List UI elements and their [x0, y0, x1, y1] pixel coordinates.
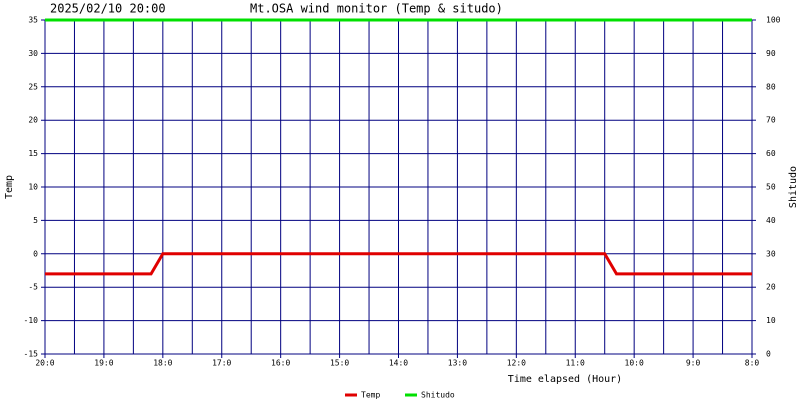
x-tick-label: 19:0 [94, 359, 113, 368]
legend-label: Temp [361, 391, 380, 400]
timestamp: 2025/02/10 20:00 [50, 2, 166, 16]
y-axis-label: Temp [4, 175, 15, 199]
y2-tick-label: 80 [766, 82, 776, 91]
y-tick-label: 5 [33, 216, 38, 225]
y2-tick-label: 20 [766, 283, 776, 292]
y-tick-label: -5 [28, 283, 38, 292]
y2-tick-label: 90 [766, 49, 776, 58]
y2-tick-label: 50 [766, 183, 776, 192]
y-tick-label: -10 [24, 316, 39, 325]
y2-tick-label: 10 [766, 316, 776, 325]
x-tick-label: 13:0 [448, 359, 467, 368]
y2-tick-label: 70 [766, 116, 776, 125]
legend-label: Shitudo [421, 391, 455, 400]
y-tick-label: 15 [28, 149, 38, 158]
x-tick-label: 14:0 [389, 359, 408, 368]
y2-tick-label: 40 [766, 216, 776, 225]
x-axis-label: Time elapsed (Hour) [508, 374, 622, 385]
y-tick-label: -15 [24, 350, 39, 359]
y2-tick-label: 60 [766, 149, 776, 158]
x-tick-label: 17:0 [212, 359, 231, 368]
y-tick-label: 25 [28, 82, 38, 91]
y2-tick-label: 30 [766, 249, 776, 258]
x-tick-label: 15:0 [330, 359, 349, 368]
y-tick-label: 35 [28, 16, 38, 25]
y2-axis-label: Shitudo [788, 166, 799, 208]
y2-tick-label: 100 [766, 16, 781, 25]
y-tick-label: 0 [33, 249, 38, 258]
x-tick-label: 11:0 [566, 359, 585, 368]
x-tick-label: 9:0 [686, 359, 701, 368]
chart-title: Mt.OSA wind monitor (Temp & situdo) [250, 2, 503, 16]
y-tick-label: 10 [28, 183, 38, 192]
y2-tick-label: 0 [766, 350, 771, 359]
y-tick-label: 30 [28, 49, 38, 58]
x-tick-label: 20:0 [35, 359, 54, 368]
y-tick-label: 20 [28, 116, 38, 125]
x-tick-label: 18:0 [153, 359, 172, 368]
x-tick-label: 8:0 [745, 359, 760, 368]
x-tick-label: 16:0 [271, 359, 290, 368]
x-tick-label: 12:0 [507, 359, 526, 368]
series-line [45, 252, 752, 276]
x-tick-label: 10:0 [625, 359, 644, 368]
